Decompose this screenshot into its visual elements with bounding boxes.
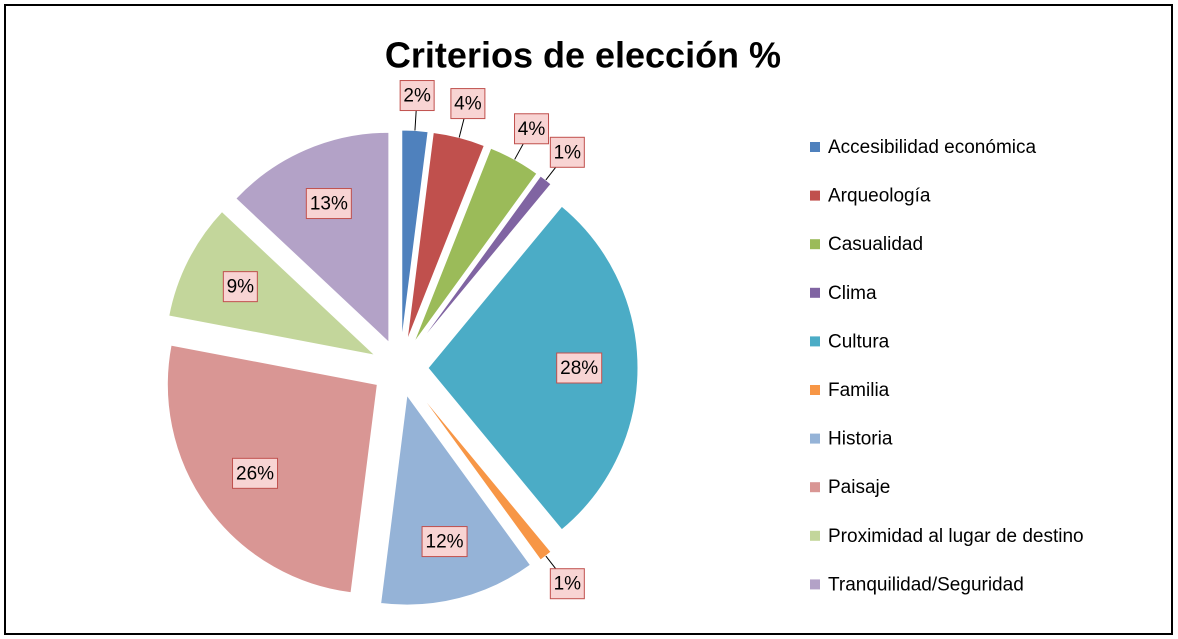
- data-label: 1%: [554, 574, 582, 595]
- data-label-box: [421, 526, 468, 558]
- pie-slice: [406, 131, 485, 342]
- legend-label: Accesibilidad económica: [828, 137, 1036, 158]
- data-label-box: [514, 113, 550, 145]
- legend-label: Tranquilidad/Seguridad: [828, 574, 1024, 595]
- data-label-box: [549, 568, 585, 600]
- data-label: 28%: [560, 358, 598, 379]
- legend-swatch: [810, 530, 820, 541]
- data-label-box: [305, 188, 352, 220]
- data-label-box: [556, 352, 603, 384]
- data-label: 4%: [518, 119, 546, 140]
- legend-swatch: [810, 385, 820, 395]
- legend-label: Familia: [828, 380, 890, 401]
- pie-slice: [413, 147, 538, 344]
- data-label: 12%: [426, 532, 464, 553]
- data-label-box: [399, 80, 435, 112]
- legend-swatch: [810, 433, 820, 444]
- legend-swatch: [810, 190, 820, 201]
- legend-label: Casualidad: [828, 234, 923, 255]
- data-label: 26%: [236, 463, 274, 484]
- pie-slice: [416, 389, 552, 561]
- data-label-box: [232, 457, 279, 489]
- data-label: 13%: [310, 194, 348, 215]
- legend-label: Paisaje: [828, 477, 890, 498]
- pie-slice: [427, 205, 639, 531]
- data-label-box: [222, 271, 258, 303]
- pie-slice: [416, 175, 552, 347]
- chart-title: Criterios de elección %: [385, 35, 781, 76]
- pie-slice: [235, 131, 390, 344]
- pie-slice: [380, 393, 532, 606]
- legend-swatch: [810, 142, 820, 152]
- data-label: 2%: [403, 86, 431, 107]
- data-label: 4%: [454, 94, 482, 115]
- legend-label: Clima: [828, 283, 877, 304]
- legend-swatch: [810, 287, 820, 298]
- legend-label: Cultura: [828, 331, 890, 352]
- legend-label: Arqueología: [828, 186, 931, 207]
- data-label-box: [549, 136, 585, 168]
- legend-swatch: [810, 239, 820, 250]
- legend-swatch: [810, 482, 820, 493]
- legend-label: Historia: [828, 429, 893, 450]
- legend-swatch: [810, 579, 820, 590]
- legend-swatch: [810, 336, 820, 347]
- legend-label: Proximidad al lugar de destino: [828, 526, 1084, 547]
- data-label-box: [450, 88, 486, 120]
- pie-slice: [168, 210, 377, 357]
- data-label: 9%: [227, 277, 255, 298]
- data-label: 1%: [554, 142, 582, 163]
